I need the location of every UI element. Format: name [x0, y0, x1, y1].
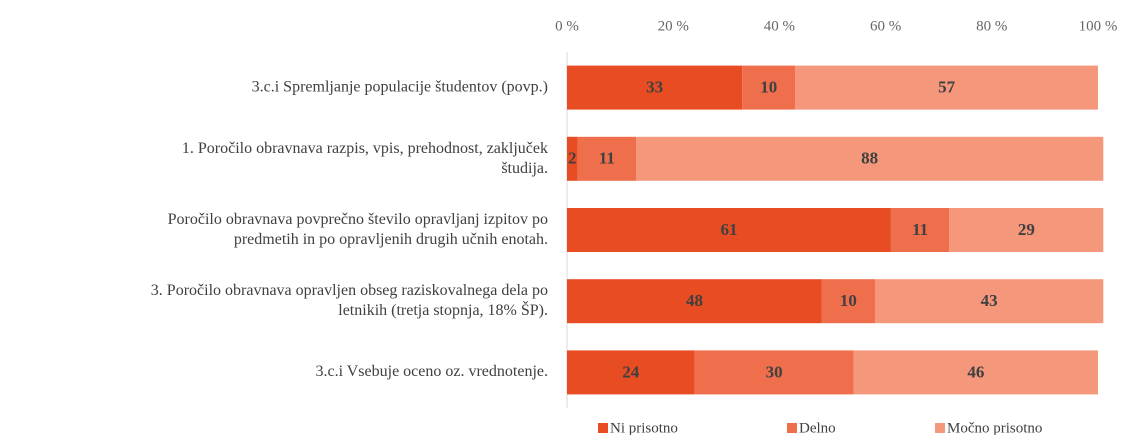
x-tick-label: 100 %: [1079, 18, 1118, 34]
data-label: 10: [840, 291, 857, 310]
bar-segment: [567, 208, 891, 252]
x-tick-label: 0 %: [555, 18, 579, 34]
category-label: 1. Poročilo obravnava razpis, vpis, preh…: [182, 139, 548, 176]
data-label: 48: [686, 291, 703, 310]
data-label: 88: [861, 149, 878, 168]
bar-segment: [853, 350, 1098, 395]
data-label: 30: [766, 362, 783, 381]
data-label: 46: [967, 362, 984, 381]
bar-segment: [577, 136, 637, 181]
legend-swatch: [787, 423, 797, 433]
data-label: 33: [646, 78, 663, 97]
bar-segment: [874, 279, 1104, 324]
category-label: 3.c.i Spremljanje populacije študentov (…: [252, 78, 548, 95]
data-label: 29: [1018, 220, 1035, 239]
data-label: 57: [938, 78, 956, 97]
legend-swatch: [935, 423, 945, 433]
data-label: 11: [599, 149, 615, 168]
bar-segment: [949, 208, 1104, 252]
data-label: 2: [568, 149, 577, 168]
bar-segment: [742, 65, 796, 110]
data-label: 11: [912, 220, 928, 239]
data-label: 24: [622, 362, 640, 381]
bar-segment: [821, 279, 875, 324]
x-tick-label: 60 %: [870, 18, 901, 34]
category-label: 3. Poročilo obravnava opravljen obseg ra…: [151, 282, 548, 319]
data-label: 61: [720, 220, 737, 239]
category-label: Poročilo obravnava povprečno število opr…: [168, 211, 548, 248]
data-label: 10: [760, 78, 777, 97]
x-tick-label: 40 %: [764, 18, 795, 34]
legend-swatch: [598, 423, 608, 433]
bar-segment: [567, 279, 822, 324]
category-label: 3.c.i Vsebuje oceno oz. vrednotenje.: [315, 363, 548, 380]
bar-segment: [890, 208, 950, 252]
legend-label: Močno prisotno: [947, 420, 1042, 435]
x-tick-label: 20 %: [658, 18, 689, 34]
bar-segment: [694, 350, 854, 395]
bar-segment: [795, 65, 1098, 110]
bar-segment: [636, 136, 1104, 181]
data-label: 43: [981, 291, 998, 310]
legend-label: Ni prisotno: [610, 420, 678, 435]
bar-segment: [567, 350, 695, 395]
bar-segment: [567, 65, 743, 110]
x-tick-label: 80 %: [976, 18, 1007, 34]
bar-segment: [567, 136, 578, 181]
legend-label: Delno: [799, 420, 836, 435]
